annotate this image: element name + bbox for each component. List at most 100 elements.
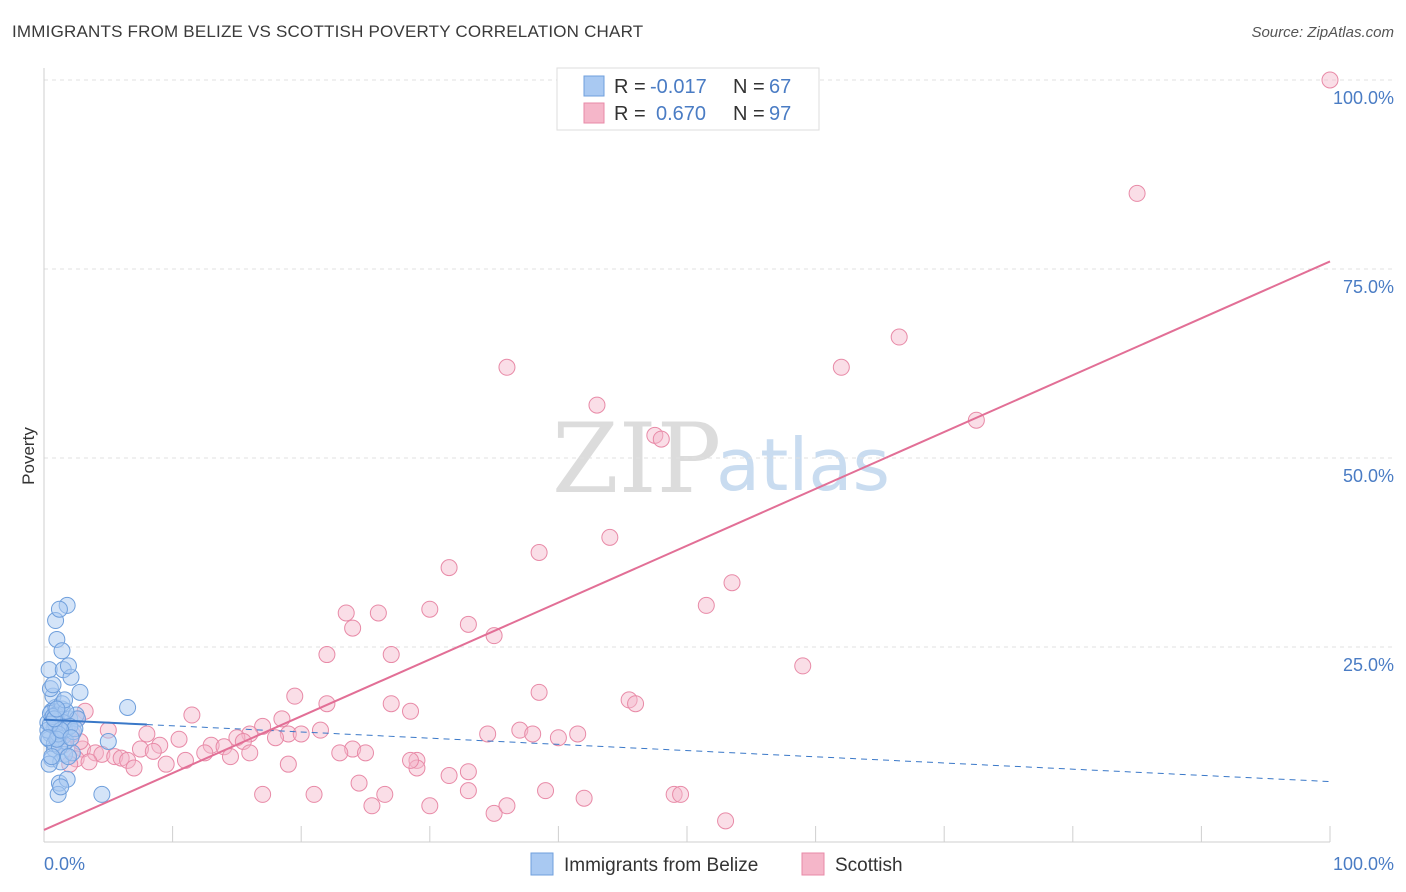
scottish-point [440,559,458,577]
legend-r-value-belize: -0.017 [650,76,707,98]
scottish-point [402,702,420,720]
scottish-point [350,774,368,792]
trendlines [43,260,1331,831]
belize-trendline-dashed [146,724,1331,783]
scottish-point [144,742,162,760]
scottish-point [286,687,304,705]
x-tick-labels: 0.0% 100.0% [44,854,1394,874]
scottish-point [279,755,297,773]
scottish-point [440,767,458,785]
legend-r-value-scottish: 0.670 [656,103,706,125]
scottish-point [672,785,690,803]
scottish-point [498,358,516,376]
scottish-point [279,725,297,743]
scottish-point [588,396,606,414]
scottish-point [376,785,394,803]
belize-point [99,733,117,750]
scottish-point [311,721,329,739]
source-credit: Source: ZipAtlas.com [1251,24,1394,41]
scottish-point [524,725,542,743]
scottish-point [485,804,503,822]
y-tick-label: 50.0% [1343,466,1394,486]
belize-point [39,729,57,747]
scottish-point [1128,184,1146,202]
belize-point [71,683,89,701]
x-tick-label-min: 0.0% [44,854,85,874]
scottish-point [794,657,812,675]
gridlines [44,79,1394,648]
legend-n-label-scottish: N = [733,103,765,125]
scottish-point [369,604,387,622]
belize-point [53,642,71,660]
scottish-point [652,430,670,448]
scottish-point [331,744,349,762]
scottish-point [382,695,400,713]
scottish-point [86,744,104,762]
scottish-point [292,725,310,743]
scottish-point [254,785,272,803]
scottish-point [498,797,516,815]
scottish-point [601,528,619,546]
scottish-point [890,328,908,346]
scottish-point [344,740,362,758]
y-tick-label: 75.0% [1343,277,1394,297]
x-tick-label-max: 100.0% [1333,854,1394,874]
scottish-point [530,683,548,701]
watermark: ZIP atlas [552,403,890,515]
correlation-legend: R = -0.017 N = 67 R = 0.670 N = 97 [556,67,820,131]
scottish-point [569,725,587,743]
scottish-point [151,736,169,754]
y-tick-label: 25.0% [1343,655,1394,675]
belize-point [62,729,80,747]
x-ticks [172,826,1331,842]
scottish-point [421,600,439,618]
legend-r-label-belize: R = [614,76,646,98]
legend-n-value-belize: 67 [769,76,791,98]
series-legend-label-belize: Immigrants from Belize [564,855,758,876]
scottish-point [459,763,477,781]
scottish-point [1321,71,1339,89]
scottish-point [106,748,124,766]
scottish-point [80,753,98,771]
scottish-point [697,596,715,614]
legend-r-label-scottish: R = [614,103,646,125]
series-legend-label-scottish: Scottish [835,855,903,876]
scottish-point [266,729,284,747]
legend-n-value-scottish: 97 [769,103,791,125]
scottish-point [337,604,355,622]
scottish-point [665,785,683,803]
scottish-point [318,695,336,713]
scottish-point [575,789,593,807]
scottish-point [357,744,374,762]
scottish-point [479,725,497,743]
scottish-trendline [43,260,1331,831]
chart-title: IMMIGRANTS FROM BELIZE VS SCOTTISH POVER… [12,22,644,41]
belize-point [50,600,68,618]
belize-point [119,698,137,716]
belize-trendline-solid [43,718,147,726]
series-legend: Immigrants from Belize Scottish [530,852,903,876]
scottish-point [627,695,645,713]
scottish-point [318,646,336,664]
belize-point [44,676,62,694]
scottish-point [511,721,529,739]
scottish-point [363,797,381,815]
belize-point [59,657,77,675]
scottish-point [305,785,323,803]
legend-swatch-belize [583,75,605,97]
watermark-zip: ZIP [552,403,721,515]
belize-point [48,700,66,718]
scottish-point [717,812,735,830]
scottish-point [530,544,548,561]
scottish-point [112,749,130,767]
scottish-point [723,574,741,592]
series-legend-swatch-belize [530,852,554,876]
belize-point [40,661,58,679]
scottish-point [421,797,439,815]
belize-point [59,748,77,766]
scottish-point [537,782,555,800]
scottish-point [241,744,259,762]
scottish-point [125,759,143,777]
legend-n-label-belize: N = [733,76,765,98]
